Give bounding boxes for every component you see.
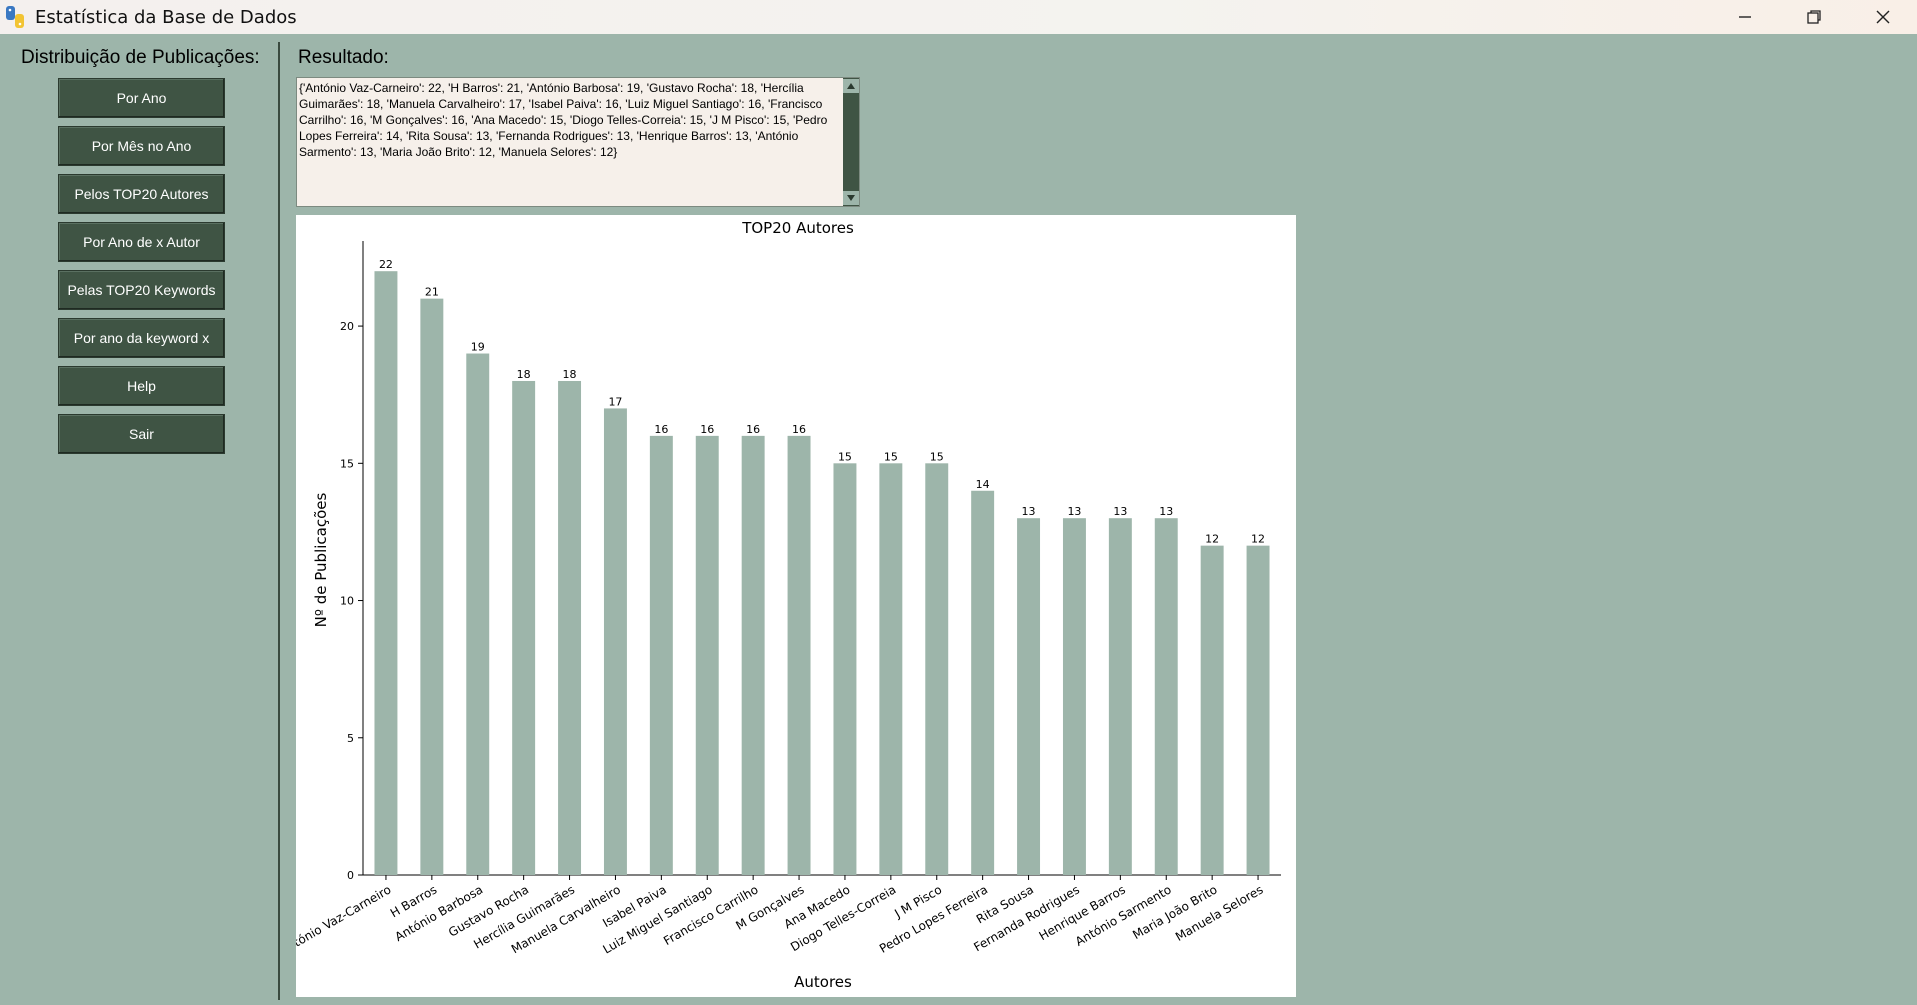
por-ano-button[interactable]: Por Ano bbox=[58, 78, 225, 118]
bar-value-label: 13 bbox=[1113, 505, 1127, 518]
sidebar-heading: Distribuição de Publicações: bbox=[21, 47, 260, 68]
bar bbox=[1246, 545, 1270, 875]
por-ano-autor-button[interactable]: Por Ano de x Autor bbox=[58, 222, 225, 262]
por-mes-no-ano-button[interactable]: Por Mês no Ano bbox=[58, 126, 225, 166]
bar-value-label: 19 bbox=[471, 341, 485, 354]
y-tick-label: 5 bbox=[347, 732, 354, 745]
app-icon bbox=[6, 6, 24, 28]
y-tick-label: 20 bbox=[340, 320, 354, 333]
bar bbox=[741, 435, 765, 875]
por-ano-keyword-button[interactable]: Por ano da keyword x bbox=[58, 318, 225, 358]
scroll-up-arrow-icon[interactable] bbox=[843, 79, 859, 93]
bar-value-label: 16 bbox=[700, 423, 714, 436]
bar-value-label: 13 bbox=[1067, 505, 1081, 518]
bar-value-label: 16 bbox=[746, 423, 760, 436]
restore-icon bbox=[1806, 10, 1821, 24]
y-tick-label: 10 bbox=[340, 595, 354, 608]
bar bbox=[1154, 518, 1178, 875]
bar bbox=[1108, 518, 1132, 875]
chart-title: TOP20 Autores bbox=[741, 219, 854, 237]
result-label: Resultado: bbox=[298, 47, 389, 68]
sair-button[interactable]: Sair bbox=[58, 414, 225, 454]
restore-button[interactable] bbox=[1779, 0, 1848, 34]
bar-value-label: 18 bbox=[563, 368, 577, 381]
scroll-down-arrow-icon[interactable] bbox=[843, 191, 859, 205]
window-title: Estatística da Base de Dados bbox=[35, 6, 297, 28]
title-bar: Estatística da Base de Dados bbox=[0, 0, 1917, 34]
result-textbox[interactable]: {'António Vaz-Carneiro': 22, 'H Barros':… bbox=[296, 77, 860, 207]
bar bbox=[466, 353, 490, 875]
bar bbox=[1017, 518, 1041, 875]
top20-autores-button[interactable]: Pelos TOP20 Autores bbox=[58, 174, 225, 214]
bar bbox=[649, 435, 673, 875]
bar-value-label: 22 bbox=[379, 258, 393, 271]
bar bbox=[971, 490, 995, 875]
bar bbox=[787, 435, 811, 875]
result-scrollbar[interactable] bbox=[843, 78, 859, 206]
bar-value-label: 16 bbox=[792, 423, 806, 436]
bar bbox=[420, 298, 444, 875]
close-icon bbox=[1876, 10, 1889, 24]
chart-data-labels: 22 21 19 18 18 17 16 16 16 16 15 15 15 14 13 13 13 13 12 12 bbox=[379, 258, 1265, 545]
chart-bars bbox=[374, 271, 1270, 875]
bar bbox=[1062, 518, 1086, 875]
result-text: {'António Vaz-Carneiro': 22, 'H Barros':… bbox=[299, 81, 828, 159]
bar-value-label: 15 bbox=[930, 450, 944, 463]
x-tick-label: António Vaz-Carneiro bbox=[296, 882, 393, 957]
y-tick-label: 15 bbox=[340, 457, 354, 470]
bar-value-label: 15 bbox=[884, 450, 898, 463]
bar bbox=[603, 408, 627, 875]
bar-chart: TOP20 Autores Autores Nº de Publicações … bbox=[296, 219, 1281, 991]
y-tick-label: 0 bbox=[347, 869, 354, 882]
chart-axes bbox=[362, 241, 1281, 876]
close-button[interactable] bbox=[1848, 0, 1917, 34]
bar-value-label: 12 bbox=[1251, 533, 1265, 546]
bar bbox=[558, 380, 582, 875]
bar-value-label: 12 bbox=[1205, 533, 1219, 546]
chart-xlabel: Autores bbox=[794, 973, 852, 991]
bar-value-label: 13 bbox=[1022, 505, 1036, 518]
bar-value-label: 17 bbox=[608, 395, 622, 408]
bar bbox=[833, 463, 857, 875]
bar bbox=[1200, 545, 1224, 875]
bar bbox=[925, 463, 949, 875]
vertical-separator bbox=[278, 42, 280, 1000]
bar-value-label: 18 bbox=[517, 368, 531, 381]
chart-panel: TOP20 Autores Autores Nº de Publicações … bbox=[296, 215, 1296, 997]
bar bbox=[879, 463, 903, 875]
minimize-icon bbox=[1738, 16, 1751, 18]
bar-value-label: 13 bbox=[1159, 505, 1173, 518]
bar-value-label: 16 bbox=[654, 423, 668, 436]
minimize-button[interactable] bbox=[1710, 0, 1779, 34]
bar-value-label: 14 bbox=[976, 478, 990, 491]
bar-value-label: 21 bbox=[425, 286, 439, 299]
bar-value-label: 15 bbox=[838, 450, 852, 463]
top20-keywords-button[interactable]: Pelas TOP20 Keywords bbox=[58, 270, 225, 310]
bar bbox=[695, 435, 719, 875]
bar bbox=[374, 271, 398, 875]
bar bbox=[512, 380, 536, 875]
chart-ylabel: Nº de Publicações bbox=[312, 493, 330, 628]
help-button[interactable]: Help bbox=[58, 366, 225, 406]
